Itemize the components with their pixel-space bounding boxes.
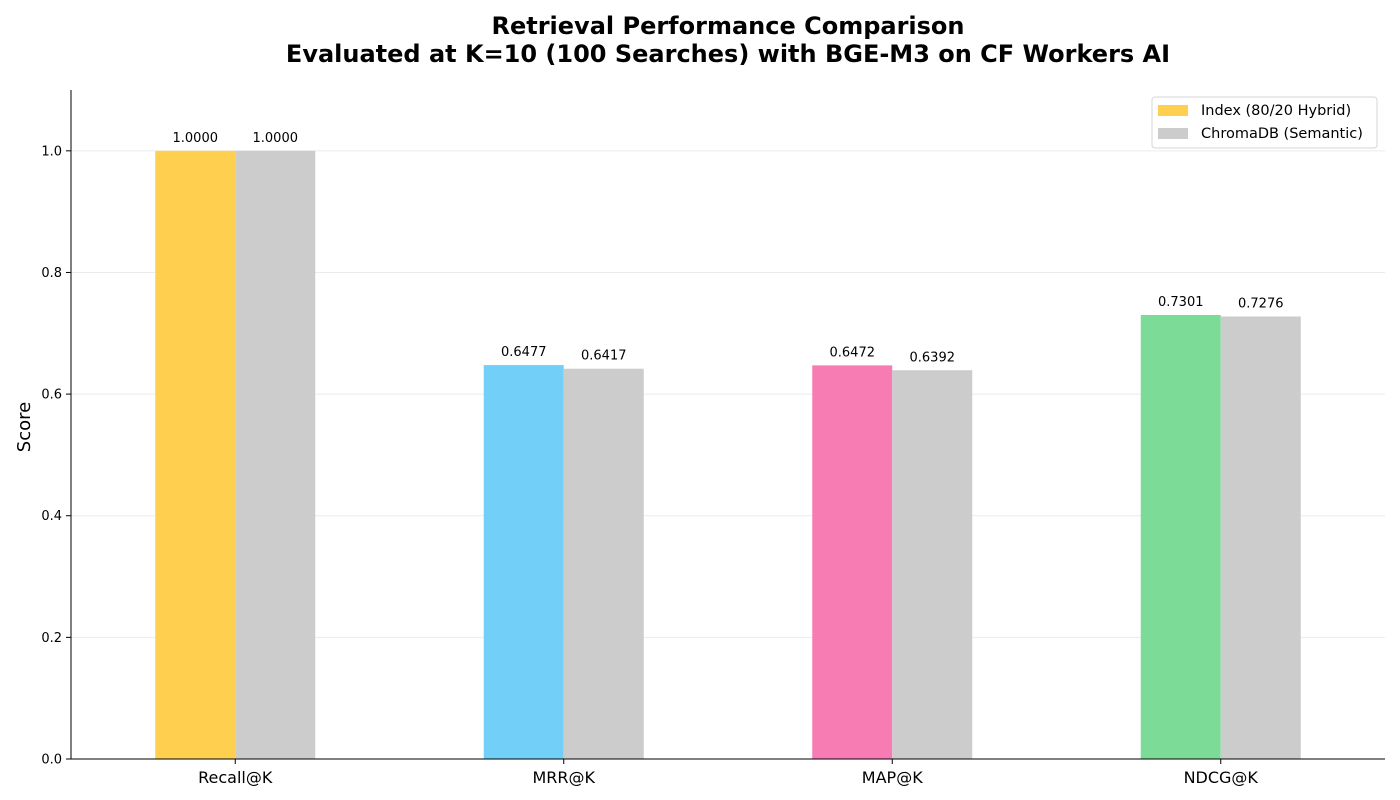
legend[interactable]: Index (80/20 Hybrid) ChromaDB (Semantic) [1151,96,1378,149]
data-label: 0.6477 [501,345,547,360]
legend-swatch [1158,128,1188,139]
legend-entry[interactable]: ChromaDB (Semantic) [1201,126,1363,142]
data-label: 0.6472 [830,345,876,360]
bars [155,150,1301,759]
y-tick-label: 0.6 [41,388,62,403]
bar-mrr-k-series-1 [483,365,564,759]
y-tick-label: 0.0 [41,753,62,768]
bar-recall-k-series-1 [155,150,236,759]
chart-title: Retrieval Performance Comparison [491,12,964,40]
data-label: 1.0000 [253,131,299,146]
x-tick-label: MRR@K [532,768,595,787]
legend-entry[interactable]: Index (80/20 Hybrid) [1201,103,1351,119]
x-tick-label: Recall@K [198,768,273,787]
bar-recall-k-series-2 [235,150,316,759]
axes: 0.0 0.2 0.4 0.6 0.8 1.0 Recall@K MRR@K MAP@K NDCG… [41,90,1385,787]
bar-map-k-series-1 [812,365,893,759]
legend-box [1151,96,1378,149]
x-tick-label: MAP@K [862,768,923,787]
bar-mrr-k-series-2 [563,368,644,759]
data-label: 0.7301 [1158,295,1204,310]
data-label: 1.0000 [173,131,219,146]
bar-ndcg-k-series-1 [1140,314,1221,759]
chart-subtitle: Evaluated at K=10 (100 Searches) with BG… [286,40,1170,68]
legend-swatch [1158,105,1188,116]
data-label: 0.7276 [1238,296,1284,311]
y-tick-label: 0.2 [41,631,62,646]
bar-ndcg-k-series-2 [1220,316,1301,759]
y-tick-label: 0.4 [41,509,62,524]
bar-map-k-series-2 [892,370,973,759]
y-axis-label: Score [14,402,35,452]
x-tick-label: NDCG@K [1184,768,1259,787]
data-labels: 1.0000 1.0000 0.6477 0.6417 0.6472 0.6392 0.73… [173,131,1284,365]
data-label: 0.6392 [910,350,956,365]
y-tick-label: 0.8 [41,266,62,281]
data-label: 0.6417 [581,349,627,364]
y-tick-label: 1.0 [41,144,62,159]
